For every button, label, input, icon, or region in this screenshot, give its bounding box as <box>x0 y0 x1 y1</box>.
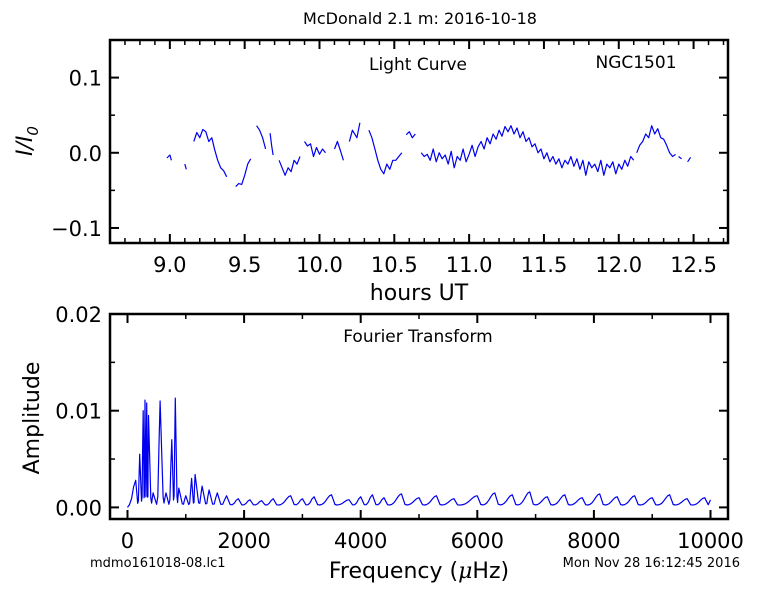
footer-filename: mdmo161018-08.lc1 <box>90 556 226 571</box>
fourier-frame <box>108 312 730 521</box>
ylabel-subscript: 0 <box>24 126 42 136</box>
light-curve-segment <box>304 141 326 158</box>
fourier-series <box>127 397 712 508</box>
light-curve-y-tick-label: 0.0 <box>69 142 102 166</box>
light-curve-x-tick-label: 12.0 <box>595 253 642 277</box>
fourier-x-tick-label: 10000 <box>677 529 744 553</box>
fourier-x-tick-label: 2000 <box>217 529 270 553</box>
fourier-x-tick-label: 4000 <box>334 529 387 553</box>
light-curve-ticks: 9.0 9.5 10.0 10.5 11.0 11.5 12.0 12.5 −0.1 0.0 0.1 <box>51 40 728 277</box>
ylabel-slash: / <box>13 139 38 151</box>
fourier-x-tick-label: 6000 <box>451 529 504 553</box>
light-curve-x-tick-label: 10.0 <box>296 253 343 277</box>
fourier-xlabel-prefix: Frequency ( <box>329 559 458 584</box>
light-curve-segment <box>333 140 344 161</box>
fourier-xlabel-mu: μ <box>458 559 472 584</box>
fourier-y-tick-label: 0.02 <box>55 303 102 327</box>
light-curve-frame <box>108 38 730 245</box>
fourier-x-tick-label: 8000 <box>567 529 620 553</box>
light-curve-x-tick-label: 9.0 <box>153 253 186 277</box>
fourier-x-axis-label: Frequency (μHz) <box>329 559 509 584</box>
light-curve-x-tick-label: 11.0 <box>446 253 493 277</box>
light-curve-segment <box>636 125 676 158</box>
fourier-ticks: 0 2000 4000 6000 8000 10000 0.00 0.01 0.02 <box>55 303 744 553</box>
light-curve-x-tick-label: 9.5 <box>228 253 261 277</box>
fourier-y-axis-label: Amplitude <box>20 362 45 475</box>
light-curve-panel: 9.0 9.5 10.0 10.5 11.0 11.5 12.0 12.5 −0.1 0.0 0.1… <box>13 38 730 306</box>
light-curve-segment <box>256 125 267 150</box>
light-curve-x-axis-label: hours UT <box>370 281 469 306</box>
light-curve-segment <box>166 154 172 161</box>
fourier-y-tick-label: 0.01 <box>55 400 102 424</box>
light-curve-y-tick-label: −0.1 <box>51 217 102 241</box>
light-curve-segment <box>368 129 403 175</box>
light-curve-annotation: Light Curve <box>369 55 467 75</box>
light-curve-x-tick-label: 12.5 <box>670 253 717 277</box>
light-curve-segment <box>184 163 187 170</box>
light-curve-segment <box>420 125 635 176</box>
light-curve-object-name: NGC1501 <box>595 53 676 73</box>
light-curve-segment <box>687 156 692 163</box>
light-curve-segment <box>405 131 416 139</box>
light-curve-segment <box>678 156 682 160</box>
fourier-y-tick-label: 0.00 <box>55 496 102 520</box>
fourier-xlabel-suffix: Hz) <box>472 559 509 584</box>
light-curve-segment <box>269 133 274 156</box>
fourier-annotation: Fourier Transform <box>343 327 492 347</box>
light-curve-x-tick-label: 10.5 <box>371 253 418 277</box>
fourier-spectrum-line <box>127 397 712 508</box>
footer-timestamp: Mon Nov 28 16:12:45 2016 <box>563 556 740 571</box>
ylabel-denominator: I <box>13 136 38 143</box>
light-curve-x-tick-label: 11.5 <box>521 253 568 277</box>
figure-title: McDonald 2.1 m: 2016-10-18 <box>303 9 537 28</box>
fourier-x-tick-label: 0 <box>121 529 134 553</box>
light-curve-series <box>166 122 692 188</box>
light-curve-segment <box>348 122 361 142</box>
fourier-panel: 0 2000 4000 6000 8000 10000 0.00 0.01 0.02 Fouri… <box>20 303 744 584</box>
light-curve-y-tick-label: 0.1 <box>69 67 102 91</box>
ylabel-numerator: I <box>13 149 38 156</box>
light-curve-segment <box>193 128 228 178</box>
light-curve-y-axis-label: I/I0 <box>13 126 42 156</box>
light-curve-segment <box>278 156 301 176</box>
light-curve-segment <box>235 158 252 188</box>
